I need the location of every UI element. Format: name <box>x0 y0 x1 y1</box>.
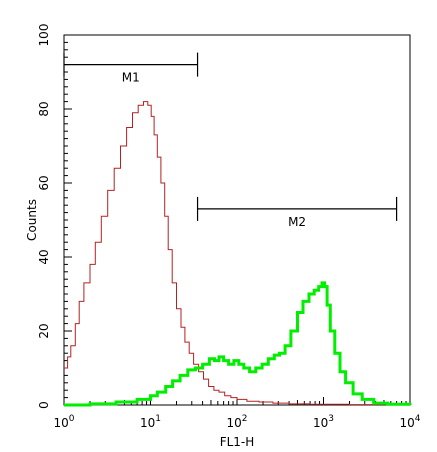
y-tick-label: 0 <box>37 401 51 409</box>
marker-label: M1 <box>122 71 140 85</box>
y-tick-label: 60 <box>37 175 51 190</box>
x-tick-label: 104 <box>399 414 420 430</box>
x-axis-label: FL1-H <box>220 435 255 449</box>
plot-frame <box>63 34 411 406</box>
marker-label: M2 <box>288 215 306 229</box>
y-tick-label: 40 <box>37 249 51 264</box>
y-tick-label: 20 <box>37 323 51 338</box>
marker-layer: M1 M2 <box>63 52 398 229</box>
y-tick-label: 80 <box>37 101 51 116</box>
x-tick-label: 102 <box>226 414 247 430</box>
x-tick-label: 100 <box>53 414 74 430</box>
series-layer <box>64 101 412 407</box>
y-axis-label: Counts <box>25 199 39 241</box>
axis-layer: 0 20 40 60 80 100 100 101 102 103 104 <box>37 24 421 430</box>
sample-histogram-line <box>64 281 412 407</box>
y-tick-label: 100 <box>37 24 51 47</box>
x-tick-label: 101 <box>140 414 161 430</box>
x-tick-label: 103 <box>313 414 334 430</box>
control-histogram-line <box>64 101 407 406</box>
